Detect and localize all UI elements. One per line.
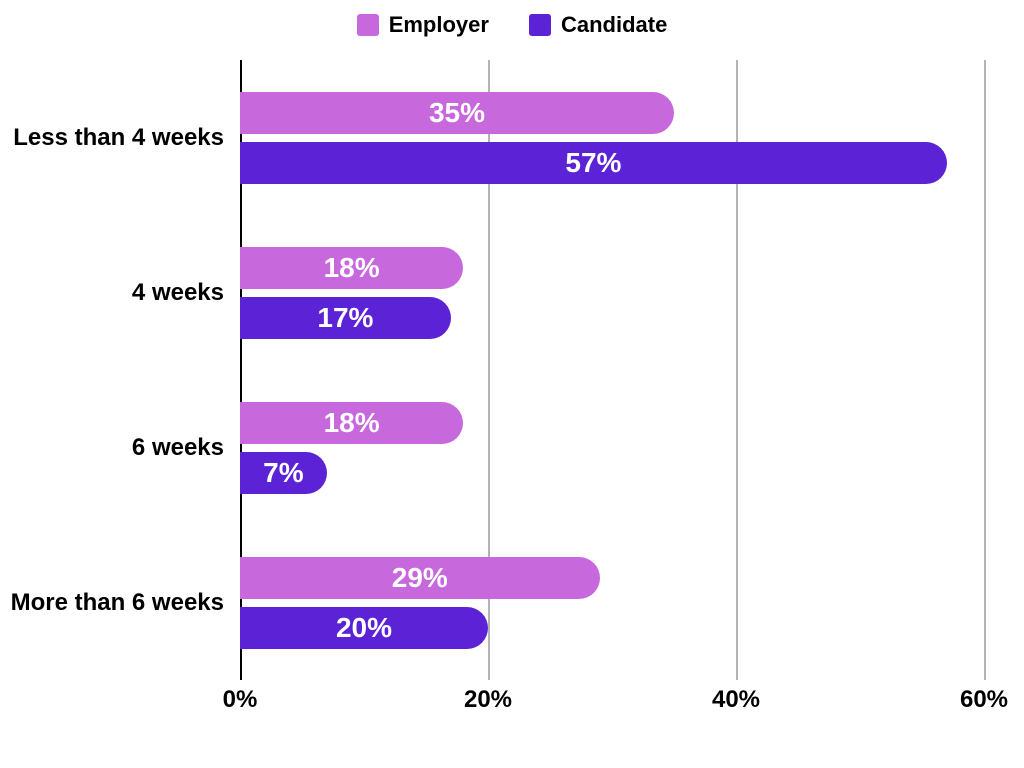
bar-value-label: 7%	[263, 457, 303, 489]
bar-value-label: 35%	[429, 97, 485, 129]
category-label: 4 weeks	[132, 279, 224, 307]
bar-employer: 18%	[240, 247, 463, 289]
category-label: 6 weeks	[132, 434, 224, 462]
plot-area: Less than 4 weeks35%57%4 weeks18%17%6 we…	[240, 60, 984, 720]
bar-candidate: 7%	[240, 452, 327, 494]
bar-candidate: 20%	[240, 607, 488, 649]
legend-item-employer: Employer	[357, 12, 489, 38]
bar-value-label: 20%	[336, 612, 392, 644]
legend-swatch-candidate	[529, 14, 551, 36]
bar-group: Less than 4 weeks35%57%	[240, 60, 984, 215]
legend-label-candidate: Candidate	[561, 12, 667, 38]
bar-value-label: 29%	[392, 562, 448, 594]
bar-group: 4 weeks18%17%	[240, 215, 984, 370]
legend-label-employer: Employer	[389, 12, 489, 38]
bar-value-label: 18%	[324, 407, 380, 439]
legend: Employer Candidate	[20, 10, 1004, 40]
legend-swatch-employer	[357, 14, 379, 36]
x-axis-labels: 0%20%40%60%	[240, 680, 984, 720]
bar-value-label: 17%	[317, 302, 373, 334]
bar-group: 6 weeks18%7%	[240, 370, 984, 525]
x-tick-label: 60%	[960, 686, 1008, 714]
bar-group: More than 6 weeks29%20%	[240, 525, 984, 680]
bar-value-label: 18%	[324, 252, 380, 284]
bar-employer: 18%	[240, 402, 463, 444]
bar-employer: 35%	[240, 92, 674, 134]
x-tick-label: 40%	[712, 686, 760, 714]
bar-candidate: 17%	[240, 297, 451, 339]
bar-candidate: 57%	[240, 142, 947, 184]
bar-value-label: 57%	[565, 147, 621, 179]
category-label: Less than 4 weeks	[13, 124, 224, 152]
x-tick-label: 20%	[464, 686, 512, 714]
legend-item-candidate: Candidate	[529, 12, 667, 38]
bar-groups: Less than 4 weeks35%57%4 weeks18%17%6 we…	[240, 60, 984, 680]
gridline	[984, 60, 986, 680]
x-tick-label: 0%	[223, 686, 258, 714]
bar-employer: 29%	[240, 557, 600, 599]
category-label: More than 6 weeks	[11, 589, 224, 617]
chart-container: Employer Candidate Less than 4 weeks35%5…	[20, 10, 1004, 758]
